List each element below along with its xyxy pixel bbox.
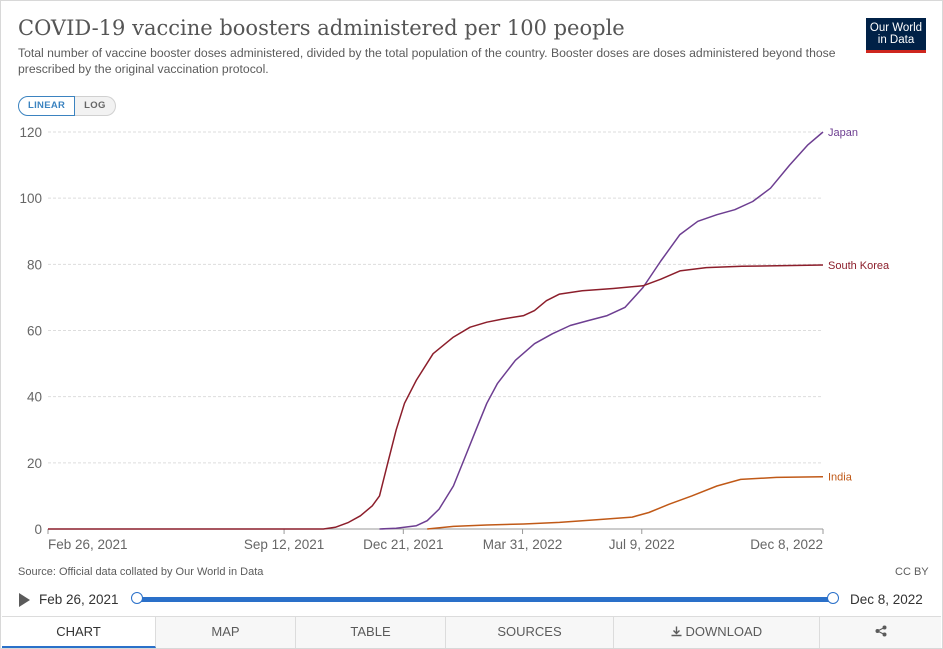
x-tick-label: Mar 31, 2022 [483,537,563,552]
series-label-india: India [828,472,853,484]
x-tick-label: Jul 9, 2022 [609,537,675,552]
linear-scale-button[interactable]: LINEAR [18,96,76,116]
logo-line-2: in Data [877,34,915,46]
tab-table-label: TABLE [350,624,391,639]
chart-title: COVID-19 vaccine boosters administered p… [18,16,625,40]
y-tick-label: 100 [19,191,42,206]
timeline: Feb 26, 2021 Dec 8, 2022 [0,588,943,612]
play-icon[interactable] [19,593,30,607]
chart-subtitle: Total number of vaccine booster doses ad… [18,46,836,76]
x-tick-label: Sep 12, 2021 [244,537,324,552]
y-tick-label: 120 [19,125,42,140]
logo-line-1: Our World [869,22,923,34]
tab-download[interactable]: DOWNLOAD [614,617,820,648]
series-line-india [427,475,824,530]
tab-table[interactable]: TABLE [296,617,446,648]
series-label-south-korea: South Korea [828,260,890,272]
timeline-start-label: Feb 26, 2021 [39,592,119,607]
series-label-japan: Japan [828,127,858,139]
logo-accent-bar [866,50,926,53]
x-tick-label: Dec 8, 2022 [750,537,823,552]
source-note: Source: Official data collated by Our Wo… [18,566,264,578]
series-line-japan [379,131,824,530]
x-tick-label: Feb 26, 2021 [48,537,128,552]
tab-share[interactable] [820,617,941,648]
license-link[interactable]: CC BY [895,566,929,578]
timeline-track[interactable] [137,597,834,602]
download-icon [671,626,682,637]
tab-map-label: MAP [211,624,240,639]
timeline-start-handle[interactable] [131,592,143,604]
share-icon [875,625,886,637]
tab-map[interactable]: MAP [156,617,296,648]
tab-chart[interactable]: CHART [2,617,156,648]
tab-chart-label: CHART [56,624,101,639]
timeline-end-handle[interactable] [827,592,839,604]
timeline-end-label: Dec 8, 2022 [850,592,923,607]
line-chart: 0 20 40 60 80 100 120 Feb 26, 2021 Sep 12, 2021 D… [19,125,890,552]
tab-bar: CHART MAP TABLE SOURCES DOWNLOAD [2,616,941,648]
log-scale-button[interactable]: LOG [75,96,116,116]
y-tick-label: 0 [34,522,42,537]
y-tick-label: 40 [27,390,42,405]
tab-sources[interactable]: SOURCES [446,617,614,648]
y-tick-label: 60 [27,324,42,339]
x-tick-label: Dec 21, 2021 [363,537,443,552]
y-tick-label: 20 [27,456,42,471]
series-line-south-korea [48,264,824,530]
tab-sources-label: SOURCES [497,624,562,639]
tab-download-label: DOWNLOAD [685,624,763,639]
owid-logo[interactable]: Our World in Data [866,18,926,53]
y-tick-label: 80 [27,257,42,272]
scale-toggle: LINEAR LOG [18,96,116,116]
